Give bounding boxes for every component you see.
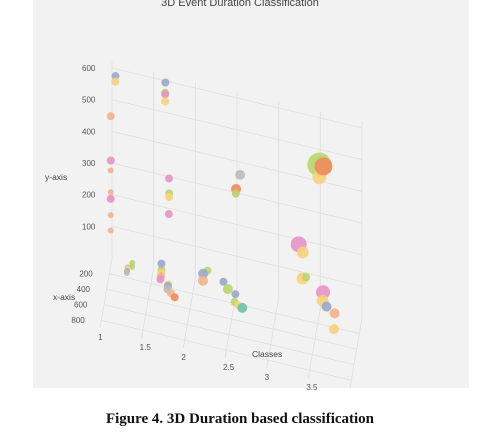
- data-point: [107, 189, 114, 196]
- y-tick-label: 600: [82, 64, 96, 73]
- x-tick-label: 800: [71, 316, 85, 325]
- data-point: [107, 167, 114, 174]
- figure-caption: Figure 4. 3D Duration based classificati…: [105, 411, 375, 427]
- gridline-z-floor: [307, 307, 321, 379]
- data-point: [198, 275, 208, 286]
- data-point: [314, 157, 333, 176]
- gridline-z-floor: [99, 257, 113, 329]
- data-point: [161, 78, 170, 87]
- scatter-3d-plot[interactable]: 10020030040050060011.522.533.54200400600…: [0, 0, 480, 390]
- data-point: [164, 210, 173, 219]
- x-tick-label: 400: [77, 285, 91, 294]
- plot-area: [33, 0, 469, 388]
- z-tick-label: 2: [181, 353, 186, 362]
- grid-lines: [99, 61, 363, 389]
- x-axis-label: x-axis: [53, 292, 75, 302]
- y-tick-label: 300: [82, 159, 96, 168]
- data-point: [329, 324, 340, 335]
- data-point: [161, 90, 170, 99]
- data-point: [170, 293, 179, 302]
- data-point: [296, 246, 309, 259]
- data-point: [231, 189, 240, 198]
- gridline-x: [101, 319, 352, 381]
- data-point: [106, 156, 115, 165]
- gridline-x: [103, 304, 355, 366]
- data-point: [106, 194, 115, 203]
- y-tick-label: 400: [82, 127, 96, 136]
- data-point: [107, 227, 114, 234]
- z-tick-label: 1.5: [140, 343, 152, 352]
- z-tick-label: 3.5: [306, 383, 318, 390]
- data-point: [165, 174, 173, 183]
- z-tick-label: 3: [265, 373, 270, 382]
- data-point: [106, 112, 115, 121]
- data-point: [107, 212, 114, 219]
- z-tick-label: 1: [98, 333, 103, 342]
- data-point: [157, 259, 166, 268]
- z-tick-label: 2.5: [223, 363, 235, 372]
- data-point: [316, 285, 331, 300]
- gridline-z-floor: [349, 317, 363, 389]
- data-point: [237, 302, 248, 313]
- y-axis-label: y-axis: [45, 172, 67, 182]
- gridline-x: [106, 288, 357, 350]
- data-point: [222, 284, 233, 295]
- y-tick-label: 500: [82, 96, 96, 105]
- data-point: [231, 290, 240, 299]
- data-point: [198, 268, 209, 279]
- x-tick-label: 600: [74, 301, 88, 310]
- data-point: [219, 277, 228, 286]
- data-point: [165, 193, 174, 202]
- data-point: [302, 273, 311, 282]
- tick-labels: 10020030040050060011.522.533.54200400600…: [71, 64, 318, 390]
- data-point: [129, 263, 136, 270]
- data-point: [329, 308, 340, 319]
- y-tick-label: 100: [82, 222, 96, 231]
- gridline-z-floor: [141, 267, 155, 339]
- data-point: [123, 269, 130, 276]
- data-point: [235, 169, 246, 180]
- chart-title: 3D Event Duration Classification: [161, 0, 319, 9]
- data-points: [106, 72, 340, 335]
- data-point: [321, 301, 332, 312]
- gridline-z-floor: [266, 297, 280, 369]
- data-point: [156, 275, 165, 284]
- data-point: [111, 77, 120, 86]
- data-point: [161, 97, 170, 106]
- y-tick-label: 200: [82, 191, 96, 200]
- x-tick-label: 200: [79, 270, 93, 279]
- z-axis-label: Classes: [252, 349, 282, 359]
- gridline-z-floor: [182, 277, 196, 349]
